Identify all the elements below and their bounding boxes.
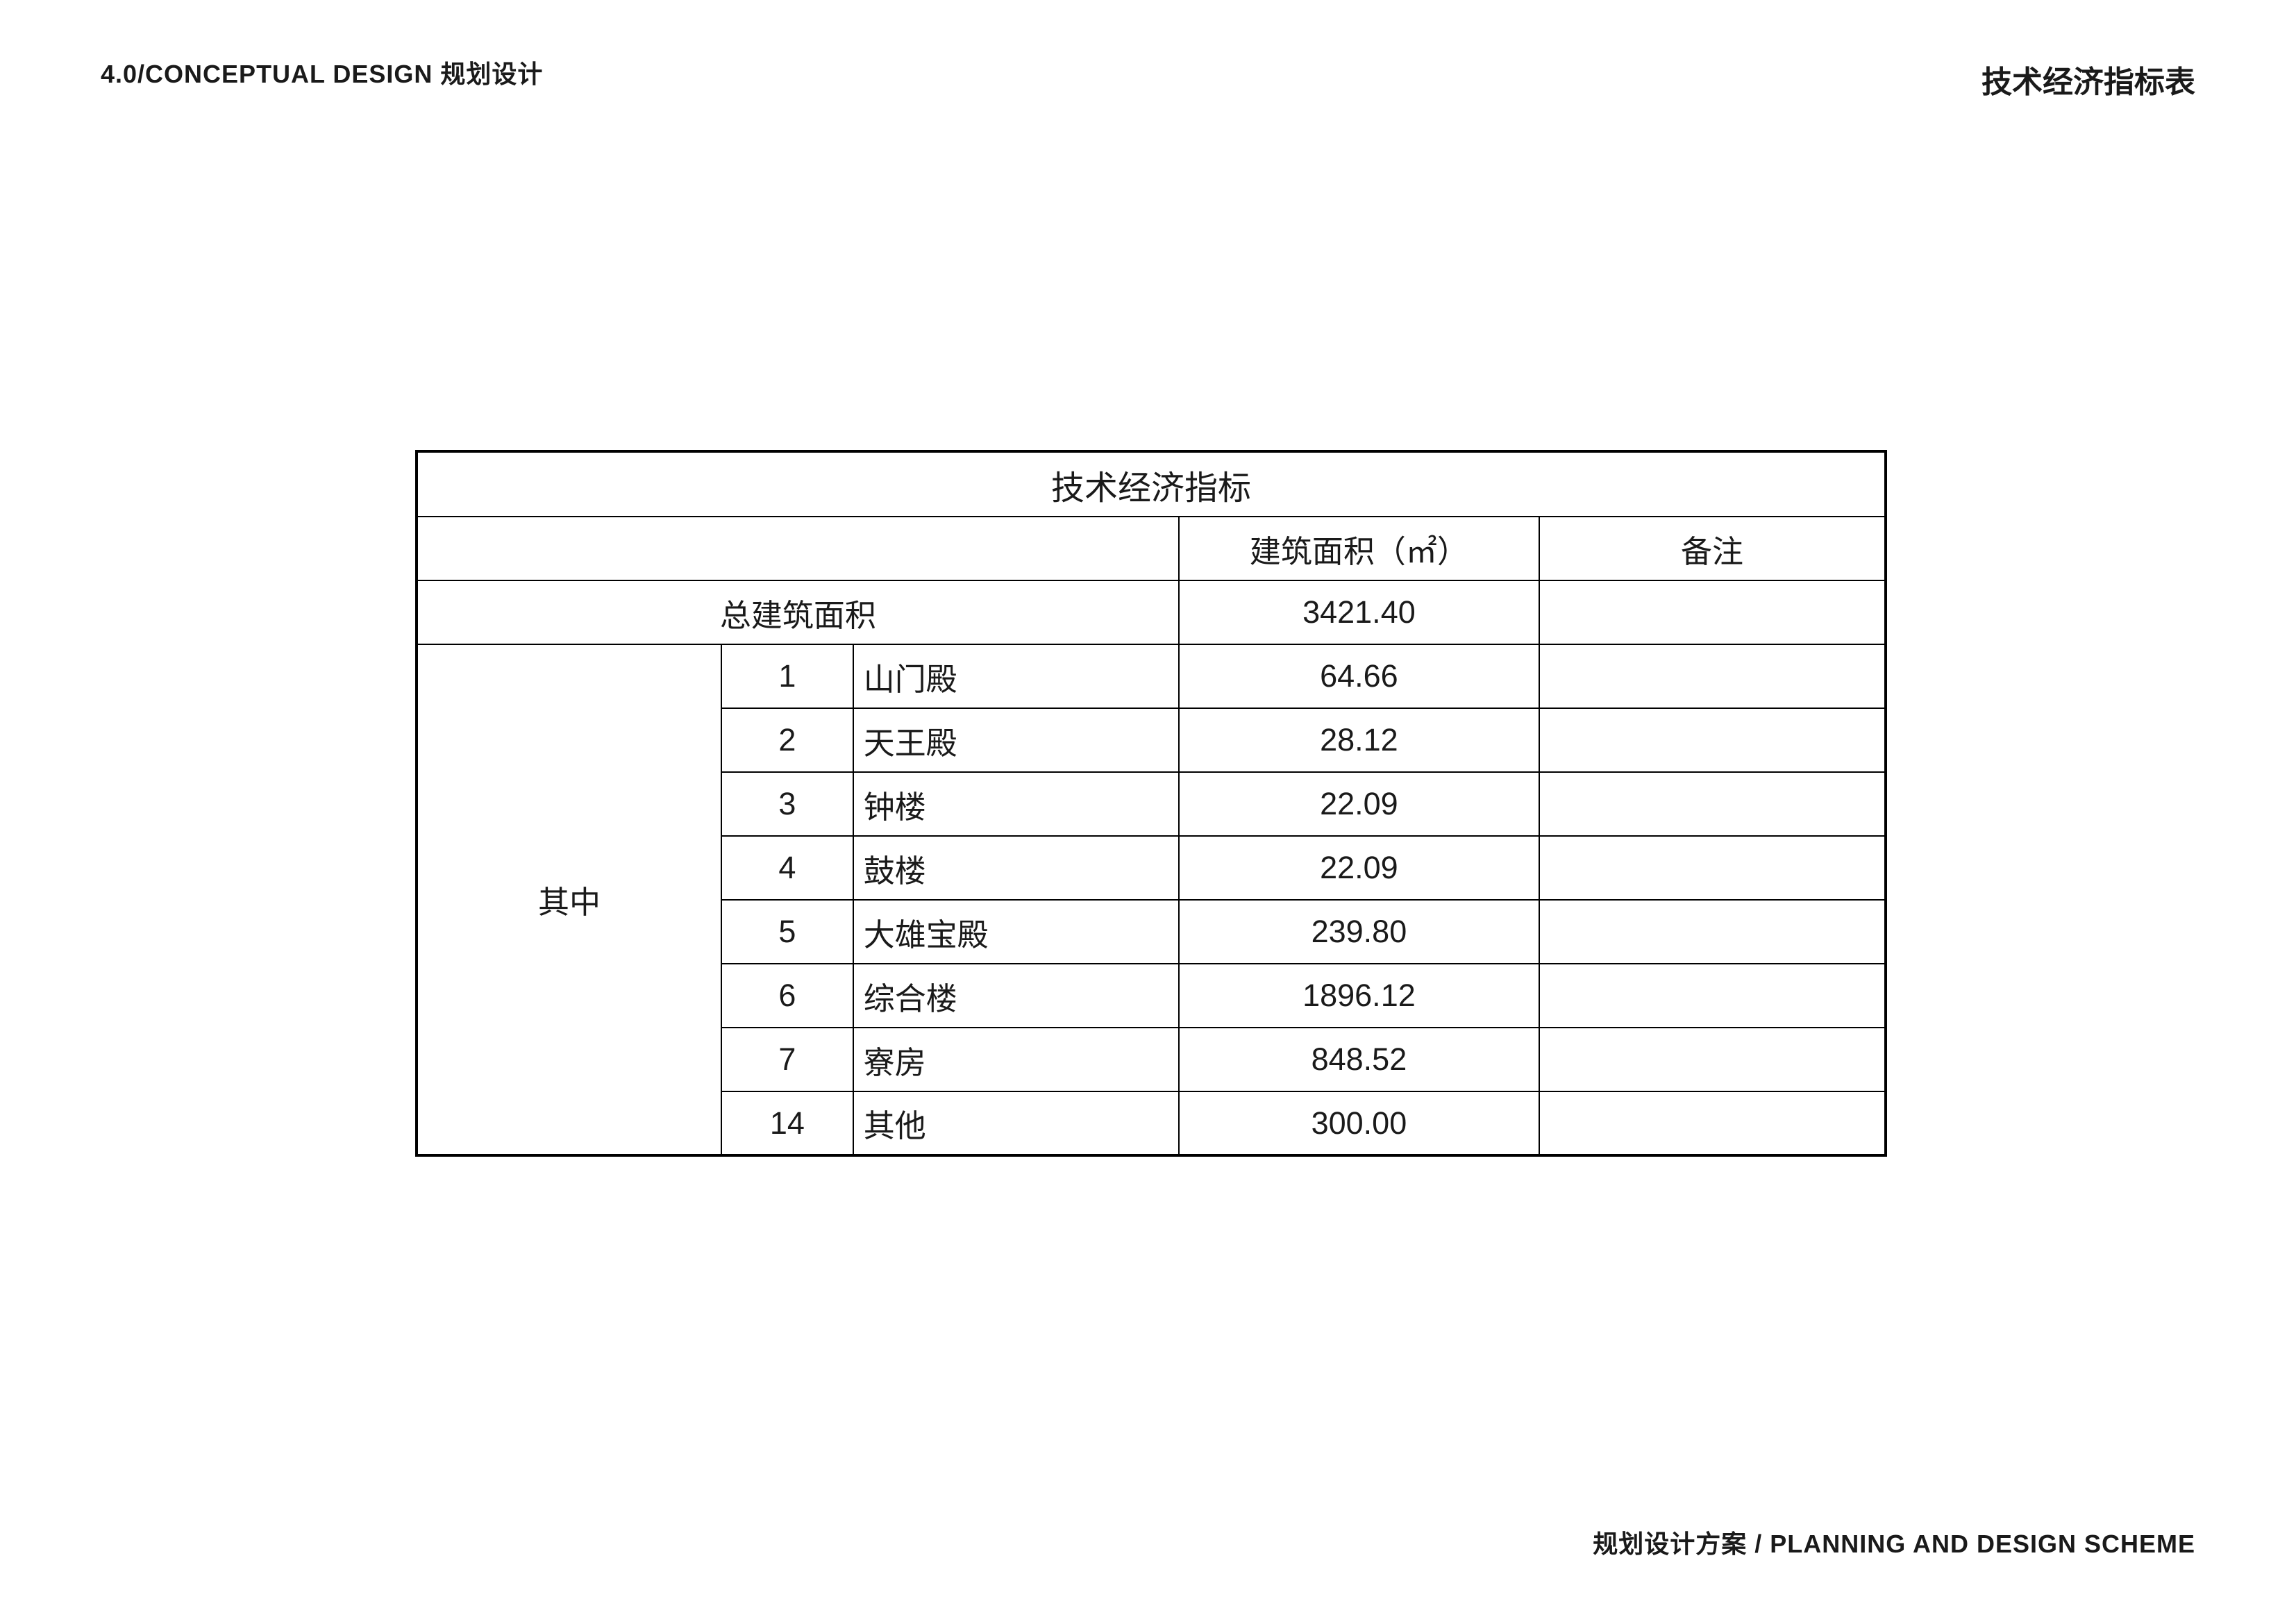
row-num-cell: 4: [721, 836, 853, 900]
row-remark-cell: [1539, 836, 1886, 900]
row-name-cell: 其他: [853, 1091, 1179, 1155]
row-area-cell: 22.09: [1179, 836, 1539, 900]
total-label-cell: 总建筑面积: [417, 580, 1179, 644]
category-cell: 其中: [417, 644, 721, 1155]
total-value-cell: 3421.40: [1179, 580, 1539, 644]
row-remark-cell: [1539, 1028, 1886, 1091]
row-area-cell: 22.09: [1179, 772, 1539, 836]
row-name-cell: 钟楼: [853, 772, 1179, 836]
row-remark-cell: [1539, 772, 1886, 836]
row-remark-cell: [1539, 1091, 1886, 1155]
row-name-cell: 山门殿: [853, 644, 1179, 708]
row-area-cell: 28.12: [1179, 708, 1539, 772]
row-num-cell: 6: [721, 964, 853, 1028]
row-area-cell: 239.80: [1179, 900, 1539, 964]
footer-text: 规划设计方案 / PLANNING AND DESIGN SCHEME: [1593, 1524, 2195, 1560]
area-header-cell: 建筑面积（㎡）: [1179, 517, 1539, 580]
row-name-cell: 综合楼: [853, 964, 1179, 1028]
row-name-cell: 鼓楼: [853, 836, 1179, 900]
row-remark-cell: [1539, 900, 1886, 964]
section-header-right: 技术经济指标表: [1981, 57, 2195, 101]
row-remark-cell: [1539, 964, 1886, 1028]
row-area-cell: 1896.12: [1179, 964, 1539, 1028]
total-remark-cell: [1539, 580, 1886, 644]
row-num-cell: 7: [721, 1028, 853, 1091]
row-remark-cell: [1539, 708, 1886, 772]
row-name-cell: 寮房: [853, 1028, 1179, 1091]
blank-header-cell: [417, 517, 1179, 580]
table-header-row: 建筑面积（㎡） 备注: [417, 517, 1886, 580]
section-header-left: 4.0/CONCEPTUAL DESIGN 规划设计: [101, 54, 543, 90]
row-num-cell: 1: [721, 644, 853, 708]
row-area-cell: 64.66: [1179, 644, 1539, 708]
row-num-cell: 5: [721, 900, 853, 964]
remark-header-cell: 备注: [1539, 517, 1886, 580]
row-num-cell: 3: [721, 772, 853, 836]
row-name-cell: 大雄宝殿: [853, 900, 1179, 964]
indicator-table-container: 技术经济指标 建筑面积（㎡） 备注 总建筑面积 3421.40 其中 1 山门殿…: [415, 450, 1887, 1157]
table-row: 其中 1 山门殿 64.66: [417, 644, 1886, 708]
row-area-cell: 300.00: [1179, 1091, 1539, 1155]
row-remark-cell: [1539, 644, 1886, 708]
row-num-cell: 14: [721, 1091, 853, 1155]
row-area-cell: 848.52: [1179, 1028, 1539, 1091]
indicator-table: 技术经济指标 建筑面积（㎡） 备注 总建筑面积 3421.40 其中 1 山门殿…: [415, 450, 1887, 1157]
row-name-cell: 天王殿: [853, 708, 1179, 772]
row-num-cell: 2: [721, 708, 853, 772]
table-title-cell: 技术经济指标: [417, 451, 1886, 517]
table-title-row: 技术经济指标: [417, 451, 1886, 517]
total-row: 总建筑面积 3421.40: [417, 580, 1886, 644]
